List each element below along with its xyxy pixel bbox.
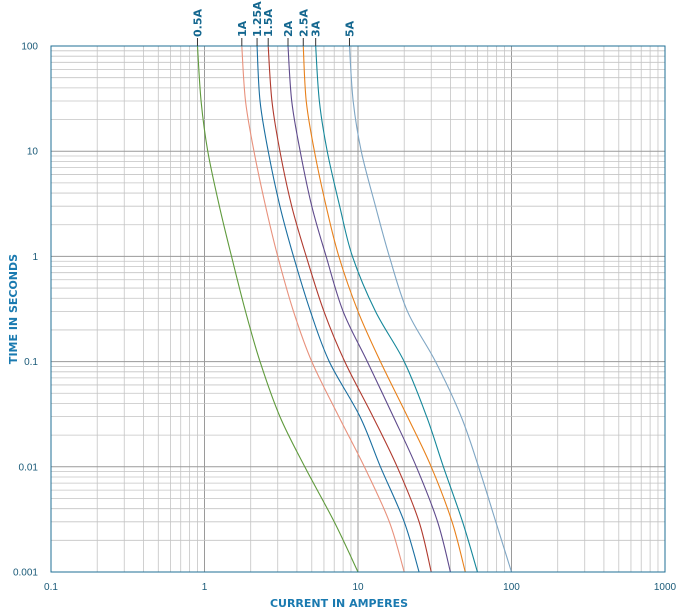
series-curve-0_5A (196, 45, 359, 573)
series-label: 3A (310, 20, 323, 37)
x-axis-label: CURRENT IN AMPERES (270, 597, 408, 610)
y-axis-label: TIME IN SECONDS (7, 254, 20, 364)
series-label: 2A (282, 20, 295, 37)
series-label: 1.5A (262, 9, 275, 37)
y-tick-label: 1 (32, 252, 38, 263)
series-label: 1.25A (251, 1, 264, 37)
y-tick-label: 0.1 (24, 357, 38, 368)
tick-labels: 0.1 1 10 100 1000 0.001 0.01 0.1 1 10 100 (13, 42, 677, 594)
x-tick-label: 10 (352, 582, 364, 593)
series-curve-2_5A (302, 45, 466, 573)
x-tick-label: 1 (202, 582, 208, 593)
series-label: 2.5A (297, 9, 310, 37)
series-curve-2A (287, 45, 451, 573)
series-curve-1_25A (256, 45, 420, 573)
series-curve-1_5A (267, 45, 432, 573)
x-tick-label: 1000 (654, 582, 677, 593)
series-label: 5A (343, 20, 356, 37)
x-tick-label: 100 (503, 582, 520, 593)
y-tick-label: 0.001 (13, 568, 38, 579)
series-label: 1A (236, 20, 249, 37)
y-tick-label: 0.01 (19, 462, 39, 473)
series-curve-5A (348, 45, 513, 573)
series-curve-1A (241, 45, 405, 573)
plot-frame (50, 45, 666, 573)
y-tick-label: 10 (27, 147, 39, 158)
series-curve-3A (315, 45, 478, 573)
series-curves (196, 45, 513, 573)
series-label: 0.5A (191, 9, 204, 37)
grid (50, 45, 666, 573)
x-tick-label: 0.1 (44, 582, 58, 593)
y-tick-label: 100 (21, 42, 38, 53)
